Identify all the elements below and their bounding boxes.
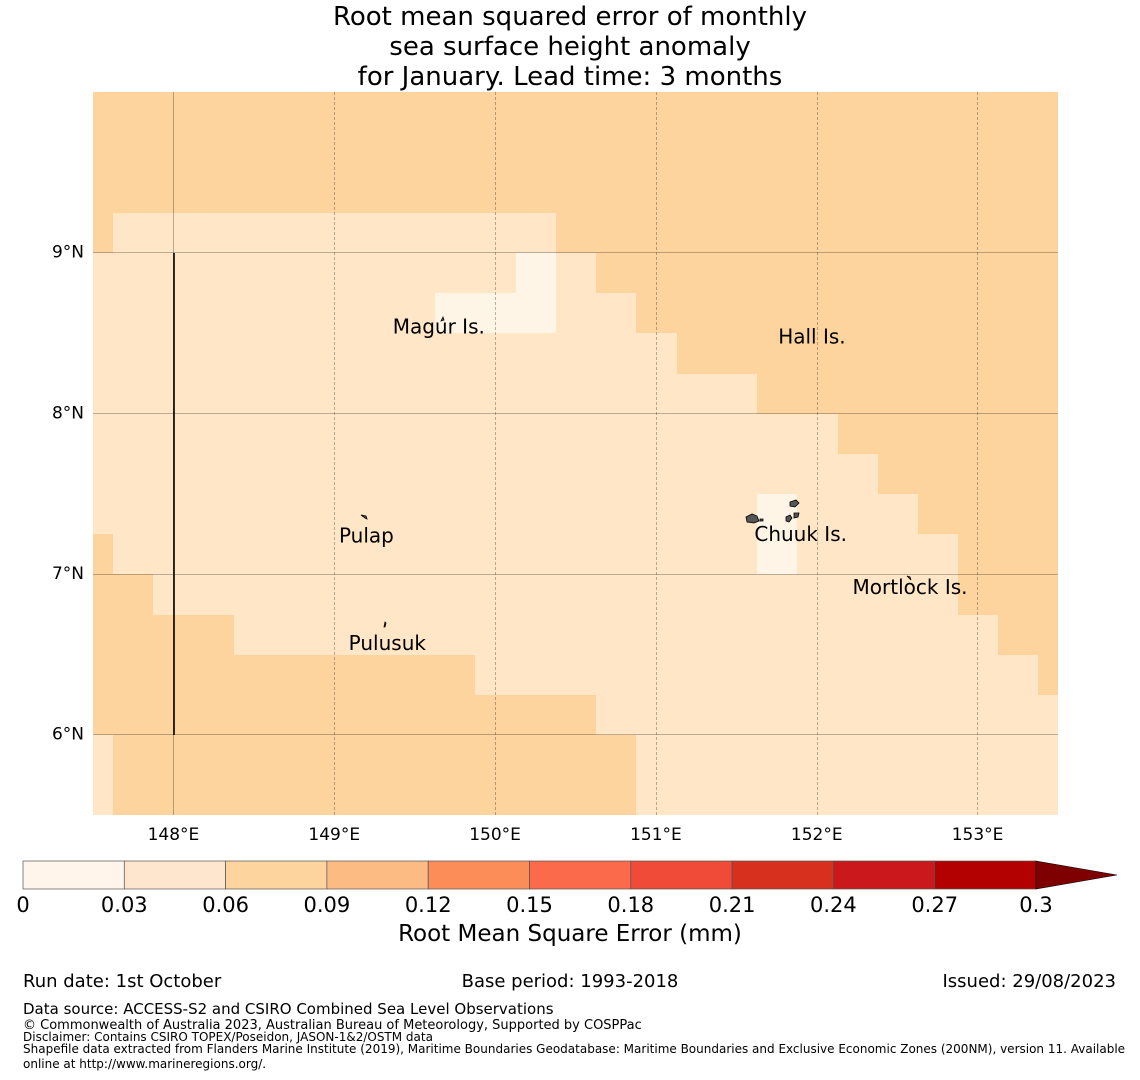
- latitude-tick-labels: 9°N 8°N 7°N 6°N: [52, 243, 84, 745]
- colorbar-bin: [934, 860, 1037, 890]
- colorbar-bins: [22, 860, 1037, 890]
- longitude-tick-labels: 148°E 149°E 150°E 151°E 152°E 153°E: [148, 825, 1004, 845]
- colorbar-tick-label: 0.21: [709, 893, 756, 917]
- island-mortlock: [906, 575, 912, 581]
- colorbar: 0 0.03 0.06 0.09 0.12 0.15 0.18 0.21 0.24 0.27 0.3: [16, 860, 1118, 917]
- colorbar-tick-label: 0.09: [304, 893, 351, 917]
- colorbar-tick-labels: 0 0.03 0.06 0.09 0.12 0.15 0.18 0.21 0.24 0.27 0.3: [16, 893, 1052, 917]
- rmse-zone-low-north: [435, 253, 556, 333]
- colorbar-bin: [630, 860, 733, 890]
- island-chuuk-east: [789, 499, 800, 508]
- colorbar-bin: [225, 860, 328, 890]
- lon-tick-label: 150°E: [469, 825, 521, 845]
- map-panel: Magur Is. Hall Is. Pulap Chuuk Is. Mortlock …: [52, 92, 1058, 845]
- colorbar-bin: [529, 860, 632, 890]
- colorbar-tick-label: 0.12: [405, 893, 452, 917]
- lon-tick-label: 152°E: [791, 825, 843, 845]
- colorbar-tick-label: 0: [16, 893, 29, 917]
- lon-tick-label: 151°E: [630, 825, 682, 845]
- base-period: Base period: 1993-2018: [461, 971, 679, 992]
- island-chuuk-south: [785, 514, 793, 523]
- lon-tick-label: 149°E: [308, 825, 360, 845]
- colorbar-bin: [833, 860, 936, 890]
- island-pulusuk: [383, 621, 387, 628]
- lat-tick-label: 9°N: [52, 243, 84, 263]
- lon-tick-label: 153°E: [952, 825, 1004, 845]
- place-label: Pulap: [339, 524, 394, 548]
- lat-tick-label: 8°N: [52, 403, 84, 423]
- place-labels: Magur Is. Hall Is. Pulap Chuuk Is. Mortlock …: [339, 315, 968, 656]
- place-label: Magur Is.: [393, 315, 485, 339]
- place-label: Pulusuk: [349, 631, 427, 655]
- lat-tick-label: 6°N: [52, 725, 84, 745]
- colorbar-bin: [731, 860, 834, 890]
- colorbar-tick-label: 0.3: [1019, 893, 1052, 917]
- place-label: Chuuk Is.: [754, 522, 847, 546]
- rmse-zone-north-east: [93, 92, 1058, 695]
- colorbar-label: Root Mean Square Error (mm): [398, 921, 742, 947]
- colorbar-bin: [123, 860, 226, 890]
- island-chuuk-west: [745, 513, 760, 524]
- lon-tick-label: 148°E: [148, 825, 200, 845]
- chart-title: Root mean squared error of monthly sea s…: [0, 2, 1140, 92]
- title-line-1: Root mean squared error of monthly: [332, 2, 808, 32]
- island-pulap: [360, 514, 368, 520]
- colorbar-bin: [326, 860, 429, 890]
- colorbar-tick-label: 0.18: [607, 893, 654, 917]
- place-label: Hall Is.: [778, 324, 845, 348]
- title-line-3: for January. Lead time: 3 months: [357, 62, 783, 92]
- rmse-zone-low-chuuk: [757, 494, 797, 574]
- island-chuuk-south-east: [793, 512, 800, 519]
- island-chuuk-islet: [759, 518, 764, 522]
- colorbar-tick-label: 0.15: [506, 893, 553, 917]
- colorbar-tick-label: 0.03: [101, 893, 148, 917]
- island-magur: [440, 315, 445, 322]
- data-source: Data source: ACCESS-S2 and CSIRO Combine…: [23, 1000, 554, 1018]
- title-line-2: sea surface height anomaly: [389, 32, 751, 62]
- lat-tick-label: 7°N: [52, 564, 84, 584]
- colorbar-tick-label: 0.24: [810, 893, 857, 917]
- place-label: Mortlock Is.: [853, 575, 968, 599]
- copyright: © Commonwealth of Australia 2023, Austra…: [23, 1018, 642, 1033]
- islands: [360, 315, 912, 628]
- issued-date: Issued: 29/08/2023: [942, 971, 1116, 992]
- rmse-zone-south-west: [93, 534, 636, 815]
- shapefile-credit: Shapefile data extracted from Flanders M…: [23, 1042, 1126, 1071]
- colorbar-tick-label: 0.27: [911, 893, 958, 917]
- colorbar-tick-label: 0.06: [202, 893, 249, 917]
- disclaimer: Disclaimer: Contains CSIRO TOPEX/Poseido…: [23, 1030, 433, 1044]
- colorbar-bin: [22, 860, 125, 890]
- colorbar-bin: [427, 860, 530, 890]
- run-date: Run date: 1st October: [23, 971, 222, 992]
- colorbar-extend-arrow: [1035, 860, 1118, 890]
